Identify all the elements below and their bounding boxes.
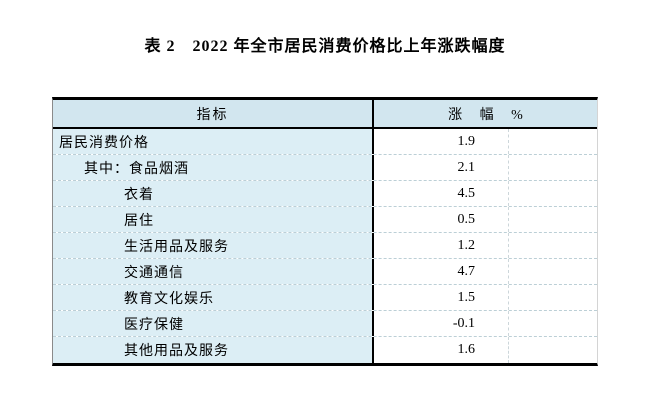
row-empty-cell <box>509 285 597 310</box>
row-empty-cell <box>509 155 597 180</box>
row-value: 1.5 <box>374 285 509 310</box>
table-row: 医疗保健 -0.1 <box>53 311 597 337</box>
row-empty-cell <box>509 181 597 206</box>
row-label: 居住 <box>53 207 374 232</box>
row-value: 4.5 <box>374 181 509 206</box>
table-row: 其中：食品烟酒 2.1 <box>53 155 597 181</box>
row-empty-cell <box>509 311 597 336</box>
row-value: 1.2 <box>374 233 509 258</box>
table-row: 教育文化娱乐 1.5 <box>53 285 597 311</box>
row-empty-cell <box>509 233 597 258</box>
table-row: 居住 0.5 <box>53 207 597 233</box>
table-row: 交通通信 4.7 <box>53 259 597 285</box>
consumer-price-table: 指标 涨 幅 % 居民消费价格 1.9 其中：食品烟酒 2.1 衣着 4.5 居… <box>52 97 598 366</box>
row-value: 1.9 <box>374 129 509 154</box>
table-row: 其他用品及服务 1.6 <box>53 337 597 363</box>
row-label: 交通通信 <box>53 259 374 284</box>
table-row: 居民消费价格 1.9 <box>53 129 597 155</box>
page-title: 表 2 2022 年全市居民消费价格比上年涨跌幅度 <box>144 38 506 55</box>
row-label: 医疗保健 <box>53 311 374 336</box>
row-label: 教育文化娱乐 <box>53 285 374 310</box>
row-label: 衣着 <box>53 181 374 206</box>
table-header-row: 指标 涨 幅 % <box>53 100 597 129</box>
row-value: 4.7 <box>374 259 509 284</box>
row-empty-cell <box>509 259 597 284</box>
row-value: 0.5 <box>374 207 509 232</box>
row-empty-cell <box>509 337 597 363</box>
header-cell-change: 涨 幅 % <box>448 107 530 123</box>
row-value: -0.1 <box>374 311 509 336</box>
row-label: 其他用品及服务 <box>53 337 374 363</box>
table-row: 生活用品及服务 1.2 <box>53 233 597 259</box>
row-label: 生活用品及服务 <box>53 233 374 258</box>
row-label: 其中：食品烟酒 <box>53 155 374 180</box>
row-empty-cell <box>509 129 597 154</box>
row-value: 1.6 <box>374 337 509 363</box>
row-label: 居民消费价格 <box>53 129 374 154</box>
row-empty-cell <box>509 207 597 232</box>
table-row: 衣着 4.5 <box>53 181 597 207</box>
row-value: 2.1 <box>374 155 509 180</box>
header-cell-indicator: 指标 <box>53 100 374 127</box>
